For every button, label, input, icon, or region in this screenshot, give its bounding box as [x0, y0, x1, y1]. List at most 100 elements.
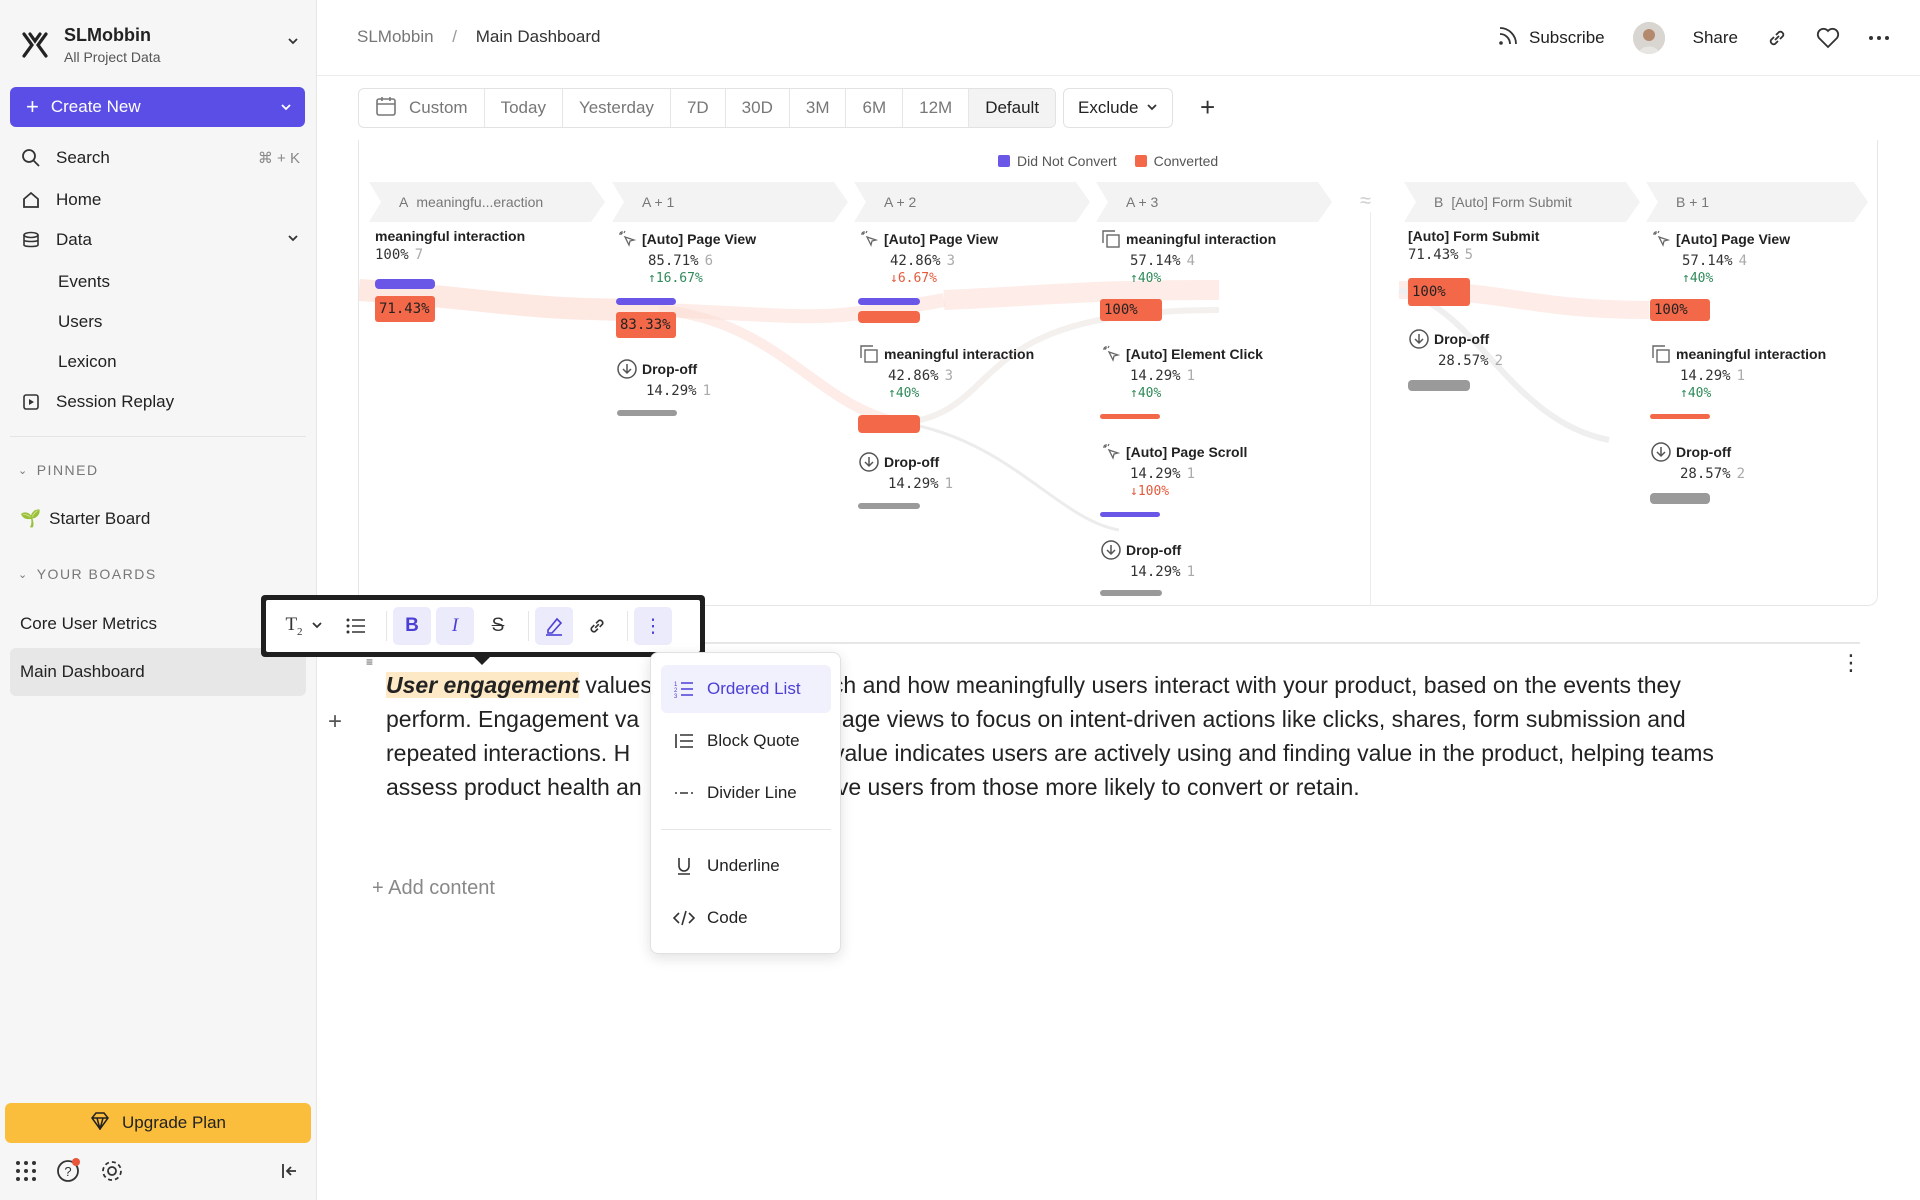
node-page-view[interactable]: [Auto] Page View 42.86% 3 ↓6.67% — [858, 228, 998, 286]
node-page-view[interactable]: [Auto] Page View 57.14% 4 ↑40% — [1650, 228, 1790, 286]
upgrade-plan-button[interactable]: Upgrade Plan — [5, 1103, 311, 1143]
filter-today[interactable]: Today — [485, 89, 563, 127]
block-menu-icon[interactable]: ⋮ — [1840, 650, 1862, 675]
chevron-down-icon[interactable] — [279, 99, 293, 119]
click-icon — [1100, 343, 1122, 365]
avatar[interactable] — [1632, 22, 1665, 54]
node-drop-off[interactable]: Drop-off 14.29% 1 — [858, 451, 953, 492]
project-switcher[interactable]: SLMobbin All Project Data — [20, 20, 300, 70]
chevron-down-icon[interactable] — [286, 34, 300, 53]
step-header-a3[interactable]: A + 3 — [1096, 182, 1332, 222]
step-header-a1[interactable]: A + 1 — [612, 182, 848, 222]
node-page-scroll[interactable]: [Auto] Page Scroll 14.29% 1 ↓100% — [1100, 441, 1247, 499]
menu-underline[interactable]: Underline — [661, 842, 831, 890]
highlight-button[interactable] — [535, 607, 573, 645]
step-header-b1[interactable]: B + 1 — [1646, 182, 1868, 222]
bar-drop-off[interactable] — [617, 410, 677, 416]
apps-grid-icon[interactable] — [14, 1159, 38, 1188]
add-content-button[interactable]: + Add content — [372, 877, 495, 899]
bar-drop-off[interactable] — [858, 503, 920, 509]
filter-12m[interactable]: 12M — [903, 89, 970, 127]
text-block[interactable]: User engagement values ch and how meaning… — [386, 668, 1816, 804]
nav-session-replay[interactable]: Session Replay — [20, 386, 300, 418]
nav-events[interactable]: Events — [58, 272, 110, 291]
breadcrumb-root[interactable]: SLMobbin — [357, 27, 434, 46]
link-button[interactable] — [578, 607, 616, 645]
more-horizontal-icon[interactable] — [1868, 35, 1890, 41]
node-meaningful-interaction[interactable]: meaningful interaction 100% 7 — [375, 228, 525, 263]
italic-button[interactable]: I — [436, 607, 474, 645]
node-element-click[interactable]: [Auto] Element Click 14.29% 1 ↑40% — [1100, 343, 1263, 401]
node-drop-off[interactable]: Drop-off 14.29% 1 — [1100, 539, 1195, 580]
bar-drop-off[interactable] — [1100, 590, 1162, 596]
heart-icon[interactable] — [1816, 27, 1840, 49]
create-new-button[interactable]: + Create New — [10, 87, 305, 127]
collapse-sidebar-icon[interactable] — [280, 1161, 300, 1186]
text-style-dropdown[interactable]: T2 — [276, 607, 332, 645]
more-options-button[interactable]: ⋮ — [634, 607, 672, 645]
bar-did-not-convert[interactable] — [858, 298, 920, 305]
board-core-user-metrics[interactable]: Core User Metrics — [20, 614, 157, 633]
node-meaningful-interaction[interactable]: meaningful interaction 42.86% 3 ↑40% — [858, 343, 1034, 401]
bar-did-not-convert[interactable] — [1100, 512, 1160, 517]
node-delta: ↑16.67% — [648, 271, 703, 286]
share-button[interactable]: Share — [1692, 28, 1738, 47]
add-filter-button[interactable]: + — [1200, 92, 1216, 122]
gear-icon[interactable] — [100, 1159, 124, 1188]
board-starter[interactable]: 🌱 Starter Board — [10, 495, 306, 543]
node-page-view[interactable]: [Auto] Page View 85.71% 6 ↑16.67% — [616, 228, 756, 286]
node-form-submit[interactable]: [Auto] Form Submit 71.43% 5 — [1408, 228, 1539, 263]
conv-bar[interactable]: 100% — [1408, 278, 1470, 306]
node-drop-off[interactable]: Drop-off 28.57% 2 — [1650, 441, 1745, 482]
node-drop-off[interactable]: Drop-off 28.57% 2 — [1408, 328, 1503, 369]
bar-did-not-convert[interactable] — [375, 279, 435, 289]
pinned-heading[interactable]: ⌄ PINNED — [18, 462, 99, 478]
menu-block-quote[interactable]: Block Quote — [661, 717, 831, 765]
bar-did-not-convert[interactable] — [616, 298, 676, 305]
menu-divider-line[interactable]: Divider Line — [661, 769, 831, 817]
bar-converted[interactable] — [858, 415, 920, 433]
board-main-dashboard[interactable]: Main Dashboard — [10, 648, 306, 696]
filter-6m[interactable]: 6M — [846, 89, 904, 127]
node-drop-off[interactable]: Drop-off 14.29% 1 — [616, 358, 711, 399]
bar-drop-off[interactable] — [1650, 493, 1710, 504]
menu-item-label: Ordered List — [707, 679, 801, 698]
help-icon[interactable]: ? — [56, 1157, 82, 1188]
exclude-dropdown[interactable]: Exclude — [1063, 88, 1174, 128]
filter-default[interactable]: Default — [969, 89, 1056, 127]
nav-data[interactable]: Data — [20, 224, 300, 256]
subscribe-button[interactable]: Subscribe — [1497, 25, 1605, 52]
conv-bar[interactable]: 83.33% — [616, 312, 676, 338]
filter-custom[interactable]: Custom — [359, 89, 485, 127]
conv-bar[interactable]: 100% — [1650, 299, 1710, 321]
bar-converted[interactable] — [1100, 414, 1160, 419]
bar-drop-off[interactable] — [1408, 380, 1470, 391]
step-header-b[interactable]: B [Auto] Form Submit — [1404, 182, 1640, 222]
conv-bar[interactable]: 71.43% — [375, 296, 435, 322]
link-icon[interactable] — [1766, 27, 1788, 49]
nav-home[interactable]: Home — [20, 184, 300, 216]
bar-converted[interactable] — [858, 311, 920, 323]
strikethrough-button[interactable]: S — [479, 607, 517, 645]
filter-yesterday[interactable]: Yesterday — [563, 89, 671, 127]
bar-converted[interactable] — [1650, 414, 1710, 419]
step-header-a[interactable]: A meaningfu...eraction — [369, 182, 605, 222]
filter-7d[interactable]: 7D — [671, 89, 726, 127]
nav-search[interactable]: Search ⌘ + K — [20, 142, 300, 174]
nav-lexicon[interactable]: Lexicon — [58, 352, 117, 371]
nav-users[interactable]: Users — [58, 312, 103, 331]
your-boards-heading[interactable]: ⌄ YOUR BOARDS — [18, 566, 157, 582]
filter-3m[interactable]: 3M — [790, 89, 847, 127]
bullet-list-button[interactable] — [337, 607, 375, 645]
bold-button[interactable]: B — [393, 607, 431, 645]
step-header-a2[interactable]: A + 2 — [854, 182, 1090, 222]
node-meaningful-interaction[interactable]: meaningful interaction 14.29% 1 ↑40% — [1650, 343, 1826, 401]
conv-bar[interactable]: 100% — [1100, 299, 1162, 321]
filter-30d[interactable]: 30D — [726, 89, 790, 127]
add-block-icon[interactable]: + — [328, 708, 343, 735]
node-meaningful-interaction[interactable]: meaningful interaction 57.14% 4 ↑40% — [1100, 228, 1276, 286]
menu-code[interactable]: Code — [661, 894, 831, 942]
chevron-down-icon[interactable] — [286, 231, 300, 249]
drag-handle-icon[interactable]: ≡ — [366, 655, 374, 669]
